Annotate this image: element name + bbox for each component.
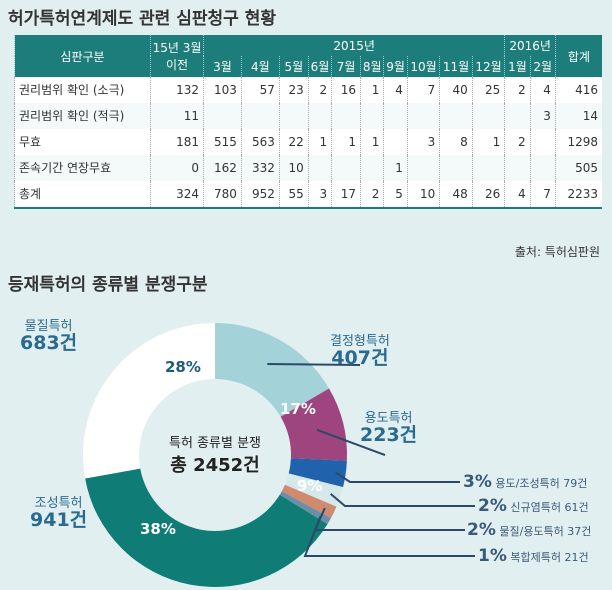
small-label: 2% 신규염특허 61건 bbox=[478, 496, 589, 516]
label-use: 용도특허223건 bbox=[360, 410, 417, 444]
small-label: 2% 물질/용도특허 37건 bbox=[467, 520, 591, 540]
small-label: 3% 용도/조성특허 79건 bbox=[463, 472, 587, 492]
small-label: 1% 복합제특허 21건 bbox=[478, 546, 589, 566]
leader-line bbox=[331, 494, 475, 506]
pct-label: 28% bbox=[165, 358, 201, 376]
leader-line bbox=[315, 508, 465, 530]
leader-line bbox=[305, 516, 475, 556]
label-composition: 조성특허941건 bbox=[30, 495, 87, 529]
label-material: 물질특허683건 bbox=[20, 318, 77, 352]
pct-label: 9% bbox=[297, 477, 322, 495]
label-crystal: 결정형특허407건 bbox=[330, 333, 390, 367]
pct-label: 38% bbox=[140, 520, 176, 538]
center-label: 특허 종류별 분쟁총 2452건 bbox=[145, 432, 285, 477]
pct-label: 17% bbox=[280, 400, 316, 418]
leader-line bbox=[336, 473, 460, 482]
